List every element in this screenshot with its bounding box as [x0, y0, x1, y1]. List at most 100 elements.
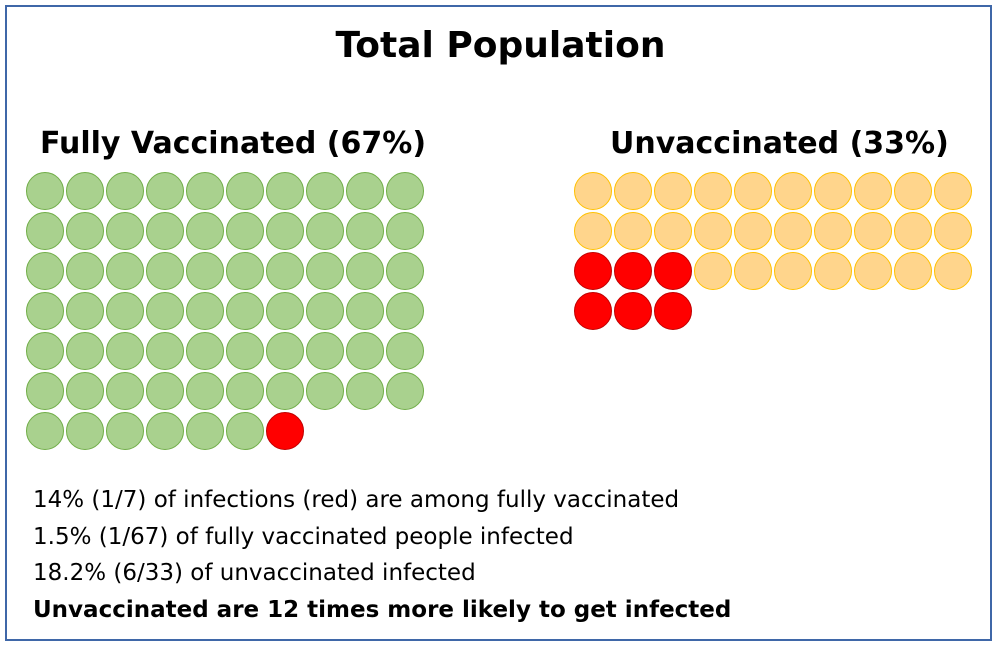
diagram-title: Total Population	[335, 25, 666, 66]
infected-person-dot	[574, 292, 612, 330]
vaccinated-person-dot	[26, 332, 64, 370]
infected-person-dot	[614, 292, 652, 330]
unvaccinated-person-dot	[934, 212, 972, 250]
vaccinated-person-dot	[66, 332, 104, 370]
vaccinated-person-dot	[226, 372, 264, 410]
vaccinated-person-dot	[346, 292, 384, 330]
vaccinated-person-dot	[26, 292, 64, 330]
vaccinated-person-dot	[266, 332, 304, 370]
unvaccinated-person-dot	[694, 212, 732, 250]
vaccinated-person-dot	[186, 292, 224, 330]
vaccinated-person-dot	[306, 292, 344, 330]
unvaccinated-dot-grid	[573, 171, 973, 331]
unvaccinated-person-dot	[614, 212, 652, 250]
vaccinated-person-dot	[346, 212, 384, 250]
vaccinated-person-dot	[146, 292, 184, 330]
vaccinated-person-dot	[186, 212, 224, 250]
unvaccinated-person-dot	[734, 212, 772, 250]
vaccinated-group-title: Fully Vaccinated (67%)	[40, 126, 427, 161]
unvaccinated-person-dot	[774, 212, 812, 250]
vaccinated-person-dot	[306, 252, 344, 290]
vaccinated-person-dot	[106, 212, 144, 250]
unvaccinated-person-dot	[934, 252, 972, 290]
vaccinated-person-dot	[386, 372, 424, 410]
unvaccinated-person-dot	[694, 172, 732, 210]
vaccinated-person-dot	[66, 172, 104, 210]
vaccinated-person-dot	[386, 332, 424, 370]
unvaccinated-person-dot	[854, 252, 892, 290]
stat-line-unvaccinated-infected: 18.2% (6/33) of unvaccinated infected	[33, 560, 476, 586]
vaccinated-person-dot	[266, 252, 304, 290]
vaccinated-person-dot	[386, 252, 424, 290]
vaccinated-person-dot	[26, 412, 64, 450]
stat-line-infections-share: 14% (1/7) of infections (red) are among …	[33, 487, 680, 513]
vaccinated-person-dot	[26, 172, 64, 210]
vaccinated-person-dot	[146, 372, 184, 410]
vaccinated-person-dot	[306, 372, 344, 410]
infected-person-dot	[266, 412, 304, 450]
vaccinated-person-dot	[26, 212, 64, 250]
unvaccinated-person-dot	[814, 172, 852, 210]
vaccinated-person-dot	[66, 372, 104, 410]
vaccinated-person-dot	[146, 252, 184, 290]
vaccinated-person-dot	[226, 172, 264, 210]
vaccinated-person-dot	[266, 212, 304, 250]
vaccinated-person-dot	[306, 212, 344, 250]
vaccinated-person-dot	[66, 252, 104, 290]
vaccinated-person-dot	[226, 252, 264, 290]
vaccinated-person-dot	[266, 372, 304, 410]
vaccinated-dot-grid	[25, 171, 425, 451]
vaccinated-person-dot	[186, 332, 224, 370]
vaccinated-person-dot	[266, 292, 304, 330]
vaccinated-person-dot	[106, 252, 144, 290]
infected-person-dot	[574, 252, 612, 290]
vaccinated-person-dot	[106, 332, 144, 370]
vaccinated-person-dot	[186, 252, 224, 290]
unvaccinated-person-dot	[934, 172, 972, 210]
vaccinated-person-dot	[26, 372, 64, 410]
unvaccinated-person-dot	[654, 172, 692, 210]
vaccinated-person-dot	[106, 172, 144, 210]
unvaccinated-person-dot	[694, 252, 732, 290]
diagram-frame	[5, 5, 992, 641]
vaccinated-person-dot	[146, 412, 184, 450]
unvaccinated-person-dot	[894, 212, 932, 250]
vaccinated-person-dot	[66, 212, 104, 250]
unvaccinated-person-dot	[814, 212, 852, 250]
infected-person-dot	[654, 292, 692, 330]
vaccinated-person-dot	[226, 412, 264, 450]
stat-line-vaccinated-infected: 1.5% (1/67) of fully vaccinated people i…	[33, 523, 574, 550]
vaccinated-person-dot	[146, 212, 184, 250]
vaccinated-person-dot	[186, 172, 224, 210]
unvaccinated-person-dot	[734, 252, 772, 290]
vaccinated-person-dot	[346, 372, 384, 410]
unvaccinated-person-dot	[574, 172, 612, 210]
vaccinated-person-dot	[66, 292, 104, 330]
vaccinated-person-dot	[306, 332, 344, 370]
unvaccinated-person-dot	[894, 172, 932, 210]
vaccinated-person-dot	[106, 372, 144, 410]
vaccinated-person-dot	[386, 172, 424, 210]
unvaccinated-person-dot	[774, 252, 812, 290]
unvaccinated-person-dot	[654, 212, 692, 250]
unvaccinated-person-dot	[574, 212, 612, 250]
vaccinated-person-dot	[346, 252, 384, 290]
unvaccinated-person-dot	[854, 212, 892, 250]
vaccinated-person-dot	[66, 412, 104, 450]
vaccinated-person-dot	[186, 412, 224, 450]
vaccinated-person-dot	[346, 332, 384, 370]
unvaccinated-group-title: Unvaccinated (33%)	[610, 126, 949, 161]
stats-block: 14% (1/7) of infections (red) are among …	[33, 482, 731, 628]
vaccinated-person-dot	[226, 212, 264, 250]
unvaccinated-person-dot	[774, 172, 812, 210]
infected-person-dot	[654, 252, 692, 290]
vaccinated-person-dot	[226, 292, 264, 330]
vaccinated-person-dot	[306, 172, 344, 210]
vaccinated-person-dot	[386, 212, 424, 250]
unvaccinated-person-dot	[814, 252, 852, 290]
vaccinated-person-dot	[346, 172, 384, 210]
unvaccinated-person-dot	[614, 172, 652, 210]
unvaccinated-person-dot	[894, 252, 932, 290]
unvaccinated-person-dot	[854, 172, 892, 210]
infected-person-dot	[614, 252, 652, 290]
